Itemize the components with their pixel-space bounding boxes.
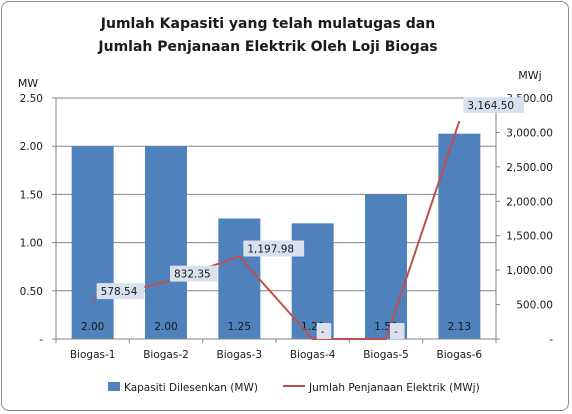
bar-6 [438, 133, 481, 339]
y-left-axis-label: MW [18, 77, 38, 90]
y-right-tick-label: 3,000.00 [506, 127, 553, 139]
bar-data-label: 2.00 [81, 321, 104, 333]
x-axis-ticks: Biogas-1 Biogas-2 Biogas-3 Biogas-4 Biogas-5… [70, 349, 483, 361]
y-left-ticks: - 0.50 1.00 1.50 2.00 2.50 [20, 93, 56, 346]
bar-1 [71, 146, 114, 339]
line-label-box [390, 323, 405, 339]
x-category-label: Biogas-3 [217, 349, 263, 361]
y-right-tick-label: 1,000.00 [506, 265, 553, 277]
y-left-tick-label: 2.50 [20, 93, 43, 105]
y-right-tick-label: 2,000.00 [506, 196, 553, 208]
bar-3 [218, 218, 261, 339]
y-right-tick-label: 2,500.00 [506, 162, 553, 174]
line-data-label: 1,197.98 [247, 244, 294, 256]
bar-data-label: 2.00 [154, 321, 177, 333]
y-left-tick-label: 1.50 [20, 189, 43, 201]
line-label-box [463, 97, 525, 114]
line-data-label: 3,164.50 [467, 100, 514, 112]
legend-label-bar: Kapasiti Dilesenkan (MW) [124, 382, 258, 394]
bar-data-label: 2.13 [448, 321, 471, 333]
chart-title-line-2: Jumlah Penjanaan Elektrik Oleh Loji Biog… [97, 39, 437, 55]
y-right-ticks: - 500.00 1,000.00 1,500.00 2,000.00 2,500.00 3… [496, 93, 553, 346]
y-left-tick-label: 0.50 [20, 286, 43, 298]
y-left-tick-label: 1.00 [20, 238, 43, 250]
grid-lines [56, 97, 496, 292]
line-label-box [96, 283, 145, 300]
axes [55, 98, 497, 343]
line-data-label: - [394, 326, 398, 338]
x-category-label: Biogas-4 [290, 349, 336, 361]
x-category-label: Biogas-1 [70, 349, 116, 361]
legend: Kapasiti Dilesenkan (MW) Jumlah Penjanaan… [108, 382, 480, 394]
legend-label-line: Jumlah Penjanaan Elektrik (MWj) [308, 382, 480, 394]
y-right-tick-label: 500.00 [516, 300, 553, 312]
line-data-label: - [321, 326, 325, 338]
chart-title-line-1: Jumlah Kapasiti yang telah mulatugas dan [100, 16, 435, 32]
x-category-label: Biogas-6 [437, 349, 483, 361]
y-right-axis-label: MWj [518, 69, 541, 82]
y-right-tick-label: - [549, 334, 553, 346]
line-path [92, 120, 461, 340]
y-left-tick-label: - [39, 334, 43, 346]
bar-5 [365, 194, 407, 339]
x-category-label: Biogas-2 [143, 349, 189, 361]
x-category-label: Biogas-5 [363, 349, 409, 361]
line-label-box [243, 240, 305, 257]
bar-data-label: 1.25 [228, 321, 251, 333]
bar-2 [145, 146, 187, 339]
line-series: 578.54 832.35 1,197.98 - - 3,164.50 [92, 97, 525, 340]
bar-series: 2.00 2.00 1.25 1.20 1.50 2.13 [71, 133, 481, 339]
y-right-tick-label: 1,500.00 [506, 231, 553, 243]
line-data-label: 578.54 [101, 286, 138, 298]
y-left-tick-label: 2.00 [20, 141, 43, 153]
line-label-box [170, 265, 218, 282]
legend-swatch-bar [108, 382, 120, 391]
line-label-box [316, 323, 332, 339]
line-data-label: 832.35 [174, 269, 211, 281]
